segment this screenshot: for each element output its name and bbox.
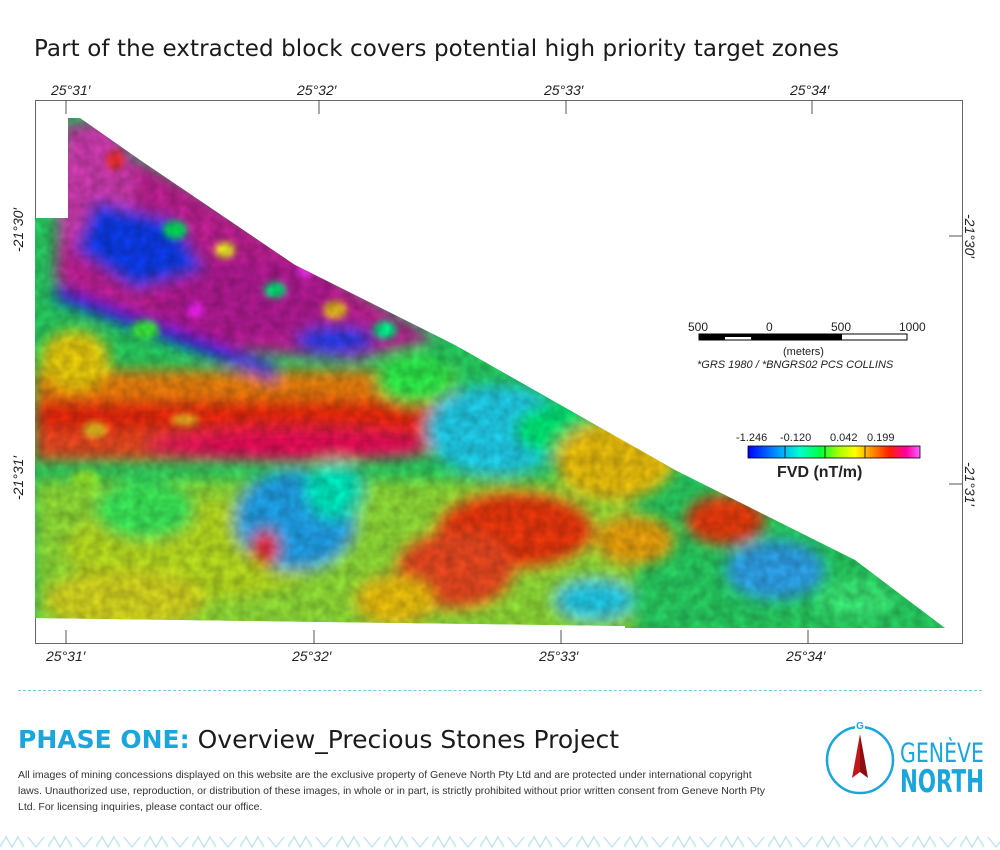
- phase-name: Overview_Precious Stones Project: [197, 725, 620, 754]
- left-tick-2: -21°31′: [10, 455, 27, 501]
- legend-title: FVD (nT/m): [777, 464, 863, 481]
- top-tick-2: 25°32′: [297, 82, 337, 98]
- legend-value-3: 0.042: [830, 432, 858, 444]
- bottom-tick-1: 25°31′: [46, 648, 86, 664]
- scale-bar: [698, 333, 908, 341]
- fvd-map: [35, 100, 963, 644]
- phase-heading: PHASE ONE: Overview_Precious Stones Proj…: [18, 725, 619, 754]
- top-tick-1: 25°31′: [51, 82, 91, 98]
- legend-colorbar: [747, 445, 921, 459]
- scale-unit: (meters): [783, 346, 824, 358]
- scale-label-0: 0: [766, 320, 773, 334]
- logo-text-bottom: NORTH: [900, 764, 984, 800]
- scale-label-500w: 500: [688, 320, 709, 334]
- projection-label: *GRS 1980 / *BNGRS02 PCS COLLINS: [697, 359, 894, 371]
- geneve-north-logo: G GENÈVE NORTH: [825, 720, 984, 800]
- scale-label-500e: 500: [831, 320, 852, 334]
- section-divider: [18, 690, 982, 691]
- decorative-footer-band: [0, 834, 1000, 850]
- page-title: Part of the extracted block covers poten…: [34, 36, 840, 62]
- phase-label: PHASE ONE:: [18, 725, 190, 754]
- scale-label-1000: 1000: [899, 320, 926, 334]
- bottom-tick-2: 25°32′: [292, 648, 332, 664]
- legend-value-4: 0.199: [867, 432, 895, 444]
- right-tick-1: -21°30′: [962, 213, 979, 259]
- legend-value-1: -1.246: [736, 432, 768, 444]
- bottom-tick-4: 25°34′: [786, 648, 826, 664]
- logo-text-top: GENÈVE: [900, 737, 984, 769]
- left-tick-1: -21°30′: [10, 207, 27, 253]
- legend-value-2: -0.120: [780, 432, 812, 444]
- top-tick-4: 25°34′: [790, 82, 830, 98]
- top-tick-3: 25°33′: [544, 82, 584, 98]
- right-tick-2: -21°31′: [962, 461, 979, 507]
- bottom-tick-3: 25°33′: [539, 648, 579, 664]
- copyright-notice: All images of mining concessions display…: [18, 769, 766, 813]
- logo-mark: G: [856, 721, 864, 732]
